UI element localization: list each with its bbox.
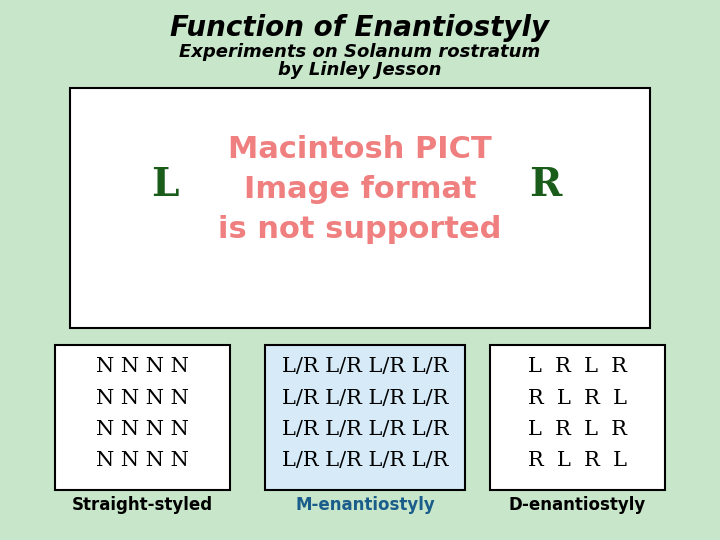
Text: Experiments on Solanum rostratum: Experiments on Solanum rostratum [179,43,541,61]
Text: N N N N: N N N N [96,357,189,376]
Text: by Linley Jesson: by Linley Jesson [278,61,442,79]
Text: Straight-styled: Straight-styled [72,496,213,514]
Text: L/R L/R L/R L/R: L/R L/R L/R L/R [282,357,448,376]
Text: N N N N: N N N N [96,420,189,439]
Text: D-enantiostyly: D-enantiostyly [509,496,646,514]
Text: is not supported: is not supported [218,215,502,245]
Text: R: R [528,166,561,204]
Text: L: L [151,166,179,204]
Text: L  R  L  R: L R L R [528,357,627,376]
Text: N N N N: N N N N [96,451,189,470]
Text: M-enantiostyly: M-enantiostyly [295,496,435,514]
Text: Macintosh PICT: Macintosh PICT [228,136,492,165]
Text: L/R L/R L/R L/R: L/R L/R L/R L/R [282,451,448,470]
Text: L  R  L  R: L R L R [528,420,627,439]
FancyBboxPatch shape [490,345,665,490]
Text: R  L  R  L: R L R L [528,389,627,408]
Text: N N N N: N N N N [96,389,189,408]
Text: L/R L/R L/R L/R: L/R L/R L/R L/R [282,420,448,439]
FancyBboxPatch shape [55,345,230,490]
Text: R  L  R  L: R L R L [528,451,627,470]
Text: Function of Enantiostyly: Function of Enantiostyly [171,14,549,42]
Text: L/R L/R L/R L/R: L/R L/R L/R L/R [282,389,448,408]
Text: Image format: Image format [243,176,477,205]
FancyBboxPatch shape [70,88,650,328]
FancyBboxPatch shape [265,345,465,490]
